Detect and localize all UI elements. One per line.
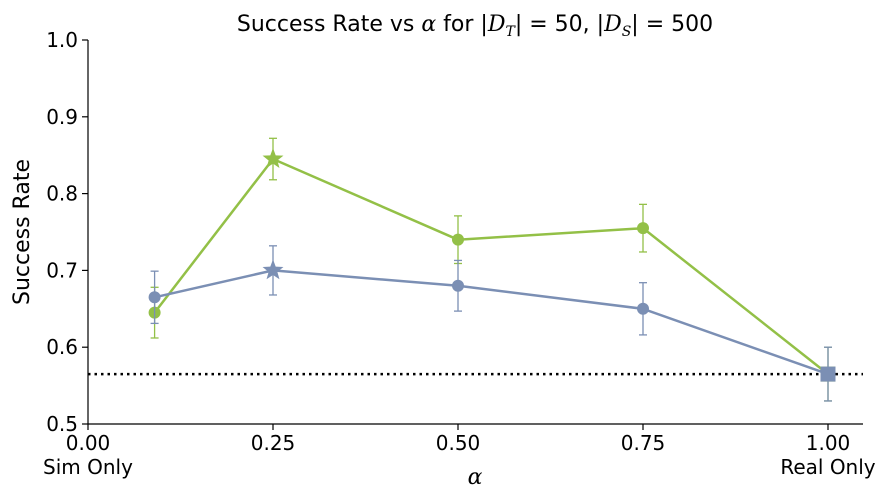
title-eq1: | = 50, | bbox=[515, 12, 604, 37]
data-point-star bbox=[262, 148, 284, 168]
x-axis-label: α bbox=[468, 465, 483, 490]
chart-title: Success Rate vs α for |DT| = 50, |DS| = … bbox=[237, 12, 713, 40]
data-point bbox=[637, 302, 649, 315]
title-middle: for | bbox=[436, 12, 488, 37]
series-line-blue bbox=[154, 269, 829, 376]
title-ds-sub: S bbox=[622, 24, 632, 40]
x-tick-label: 0.50 bbox=[436, 431, 481, 455]
y-tick-label: 0.8 bbox=[46, 182, 78, 206]
data-point-square bbox=[820, 366, 836, 382]
title-dt-sub: T bbox=[505, 24, 516, 40]
data-point bbox=[637, 222, 649, 235]
y-tick-label: 0.6 bbox=[46, 335, 78, 359]
sim-only-label: Sim Only bbox=[43, 455, 133, 479]
title-eq2: | = 500 bbox=[631, 12, 713, 37]
series-layer bbox=[148, 137, 836, 402]
y-tick-label: 0.9 bbox=[46, 105, 78, 129]
axes bbox=[82, 39, 863, 430]
data-point-star bbox=[262, 259, 284, 280]
title-alpha: α bbox=[421, 12, 436, 37]
series-blue bbox=[148, 245, 836, 402]
y-tick-label: 0.5 bbox=[46, 412, 78, 436]
title-ds: D bbox=[603, 12, 622, 37]
series-line-green bbox=[153, 157, 829, 376]
x-tick-label: 1.00 bbox=[806, 431, 851, 455]
real-only-label: Real Only bbox=[780, 455, 875, 479]
x-tick-label: 0.25 bbox=[251, 431, 296, 455]
title-dt: D bbox=[487, 12, 506, 37]
y-tick-label: 1.0 bbox=[46, 28, 78, 52]
data-point bbox=[452, 233, 464, 246]
tick-labels: 0.5 0.6 0.7 0.8 0.9 1.0 0.00 0.25 0.50 0.75 1.00 bbox=[46, 28, 850, 455]
y-tick-label: 0.7 bbox=[46, 258, 78, 282]
data-point bbox=[452, 279, 464, 292]
x-tick-label: 0.75 bbox=[621, 431, 666, 455]
series-green bbox=[148, 137, 836, 402]
x-tick-label: 0.00 bbox=[66, 431, 111, 455]
y-axis-label: Success Rate bbox=[10, 159, 35, 305]
title-prefix: Success Rate vs bbox=[237, 12, 421, 37]
data-point bbox=[148, 291, 161, 304]
